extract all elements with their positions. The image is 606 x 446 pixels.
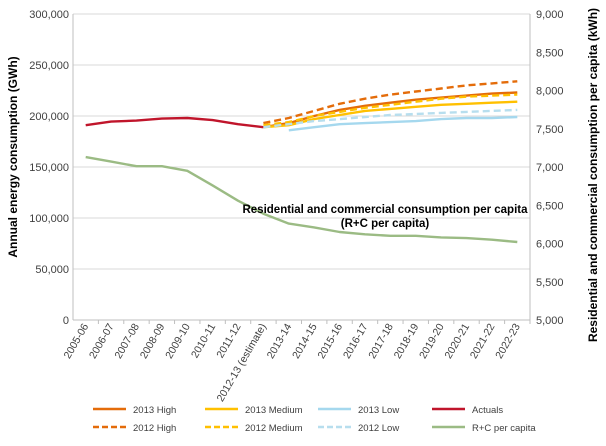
right-tick-label: 5,500 [536, 277, 564, 289]
legend-label: Actuals [472, 405, 503, 416]
right-tick-label: 7,000 [536, 162, 564, 174]
legend-label: 2012 High [133, 423, 176, 434]
legend-item-2012-low: 2012 Low [318, 423, 399, 434]
left-tick-label: 200,000 [29, 111, 69, 123]
legend-item-actuals: Actuals [432, 405, 503, 416]
legend-item-2013-low: 2013 Low [318, 405, 399, 416]
right-axis-title: Residential and commercial consumption p… [586, 8, 600, 342]
right-tick-label: 8,500 [536, 47, 564, 59]
legend-label: 2013 High [133, 405, 176, 416]
right-tick-label: 8,000 [536, 86, 564, 98]
left-tick-label: 50,000 [35, 264, 69, 276]
series-line-2012-medium [263, 93, 518, 127]
left-tick-label: 150,000 [29, 162, 69, 174]
left-tick-label: 100,000 [29, 213, 69, 225]
legend-item-r-c-per-capita: R+C per capita [432, 423, 536, 434]
right-tick-label: 6,500 [536, 200, 564, 212]
right-tick-label: 5,000 [536, 315, 564, 327]
chart-annotation: (R+C per capita) [341, 218, 430, 230]
legend-item-2012-high: 2012 High [93, 423, 176, 434]
right-tick-label: 9,000 [536, 9, 564, 21]
left-tick-label: 0 [63, 315, 69, 327]
x-tick-label: 2022-23 [493, 321, 523, 361]
left-tick-label: 300,000 [29, 9, 69, 21]
legend-label: 2013 Medium [245, 405, 303, 416]
legend-item-2012-medium: 2012 Medium [205, 423, 303, 434]
right-tick-label: 7,500 [536, 124, 564, 136]
legend-label: R+C per capita [472, 423, 536, 434]
series-line-actuals [85, 116, 264, 129]
legend-label: 2012 Medium [245, 423, 303, 434]
left-tick-label: 250,000 [29, 60, 69, 72]
legend-item-2013-medium: 2013 Medium [205, 405, 303, 416]
x-tick-label: 2012-13 (estimate) [215, 322, 269, 404]
legend-label: 2012 Low [358, 423, 399, 434]
series-line-2012-low [263, 108, 518, 129]
series-line-2012-high [263, 80, 518, 125]
right-tick-label: 6,000 [536, 239, 564, 251]
series-line-2013-low [288, 115, 518, 132]
chart-annotation: Residential and commercial consumption p… [242, 204, 528, 216]
legend-item-2013-high: 2013 High [93, 405, 176, 416]
series-line-2013-medium [263, 100, 518, 129]
left-axis-title: Annual energy consumption (GWh) [6, 56, 20, 257]
series-line-2013-high [263, 91, 518, 129]
legend-label: 2013 Low [358, 405, 399, 416]
series-line-r-c-per-capita [85, 155, 518, 244]
